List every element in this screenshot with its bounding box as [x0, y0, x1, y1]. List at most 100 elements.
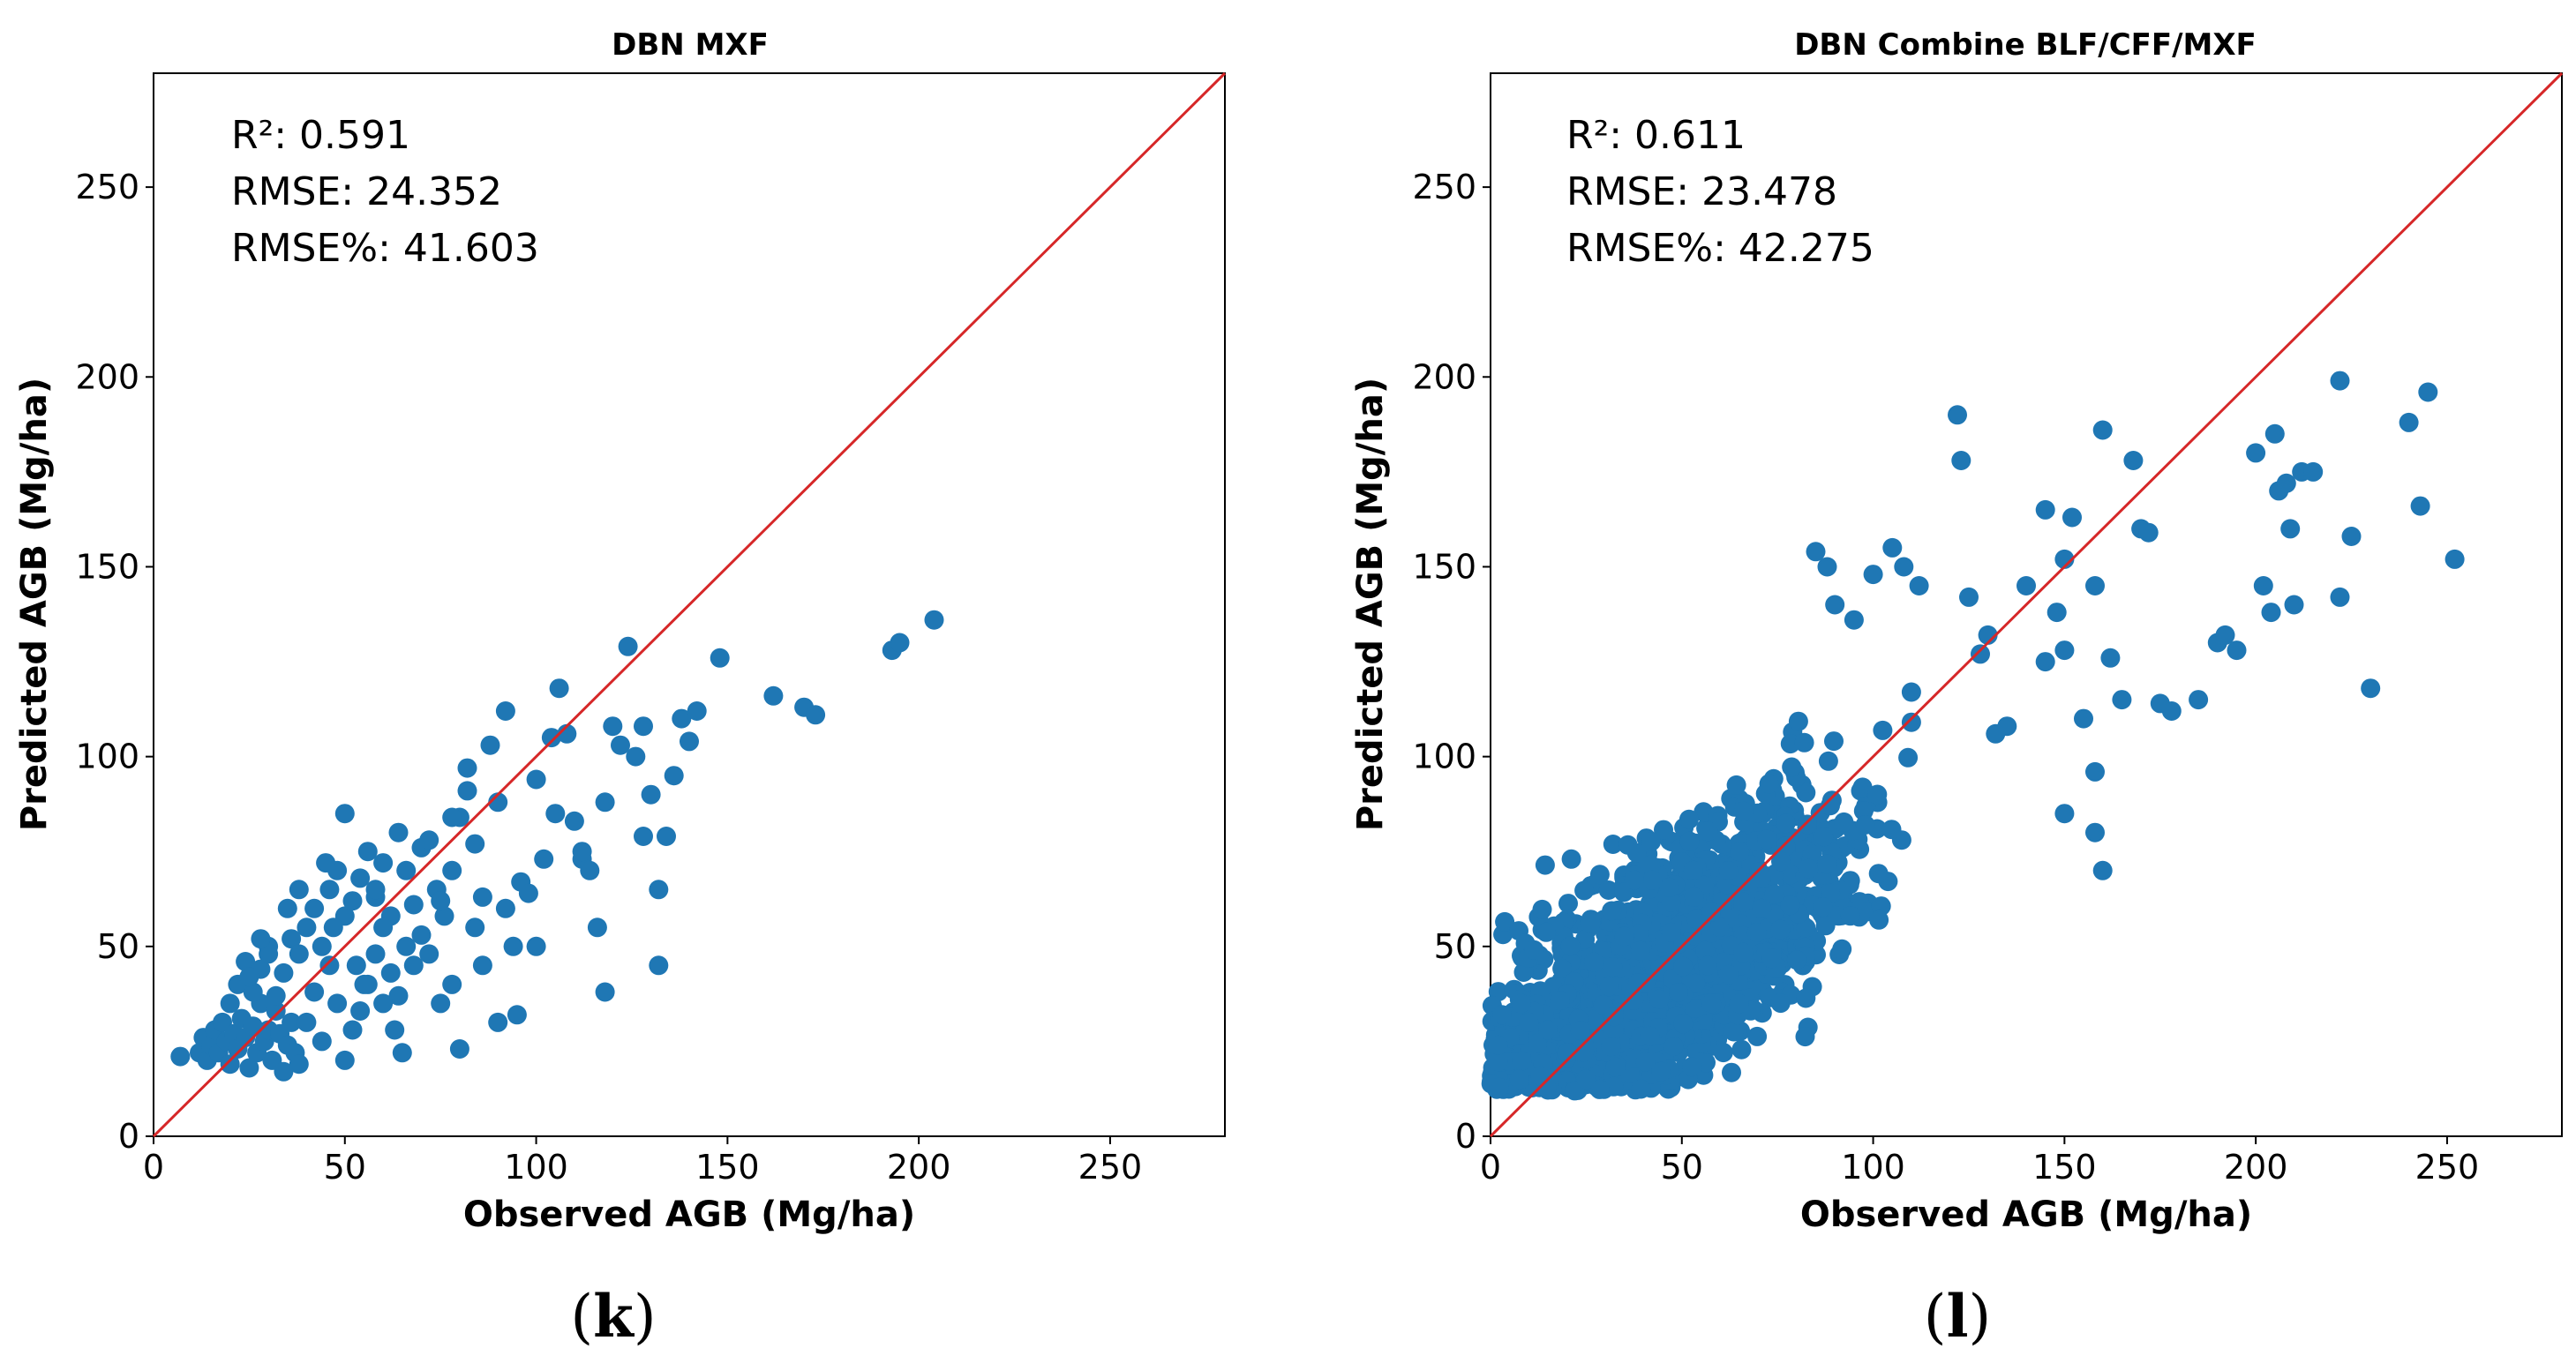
data-point: [1978, 625, 1998, 645]
data-point: [1824, 731, 1844, 752]
data-point: [649, 880, 669, 900]
data-point: [1583, 952, 1603, 972]
data-point: [388, 985, 409, 1006]
data-point: [1682, 1057, 1701, 1077]
data-point: [626, 746, 646, 767]
data-point: [1651, 1061, 1671, 1082]
data-point: [2035, 652, 2055, 672]
data-point: [1603, 1020, 1624, 1040]
data-point: [1832, 939, 1852, 959]
data-point: [1683, 860, 1703, 880]
data-point: [354, 974, 374, 994]
data-point: [1698, 955, 1717, 976]
data-point: [373, 917, 394, 938]
data-point: [664, 766, 684, 786]
data-point: [1488, 1052, 1508, 1072]
data-point: [1757, 829, 1776, 850]
panel-l-y-axis-label: Predicted AGB (Mg/ha): [1350, 378, 1391, 831]
data-point: [1601, 1037, 1621, 1057]
data-point: [1642, 870, 1663, 890]
data-point: [1641, 831, 1662, 851]
data-point: [2161, 701, 2182, 721]
data-point: [2330, 587, 2350, 607]
data-point: [1630, 940, 1650, 961]
data-point: [1730, 842, 1750, 862]
data-point: [472, 887, 492, 907]
data-point: [1698, 821, 1718, 842]
data-point: [2047, 603, 2067, 623]
data-point: [1624, 870, 1644, 890]
data-point: [2261, 603, 2281, 623]
data-point: [1512, 1051, 1532, 1071]
data-point: [1733, 942, 1754, 962]
data-point: [316, 853, 336, 873]
data-point: [1557, 1043, 1577, 1063]
data-point: [266, 985, 286, 1006]
data-point: [1761, 948, 1782, 969]
data-point: [1814, 827, 1834, 847]
data-point: [1909, 576, 1929, 595]
data-point: [1528, 1033, 1547, 1053]
data-point: [1986, 723, 2006, 744]
data-point: [239, 967, 259, 987]
data-point: [236, 952, 256, 971]
data-point: [373, 993, 394, 1014]
data-point: [1901, 682, 1921, 702]
data-point: [2054, 640, 2075, 661]
data-point: [1764, 884, 1784, 904]
data-point: [1495, 911, 1515, 932]
data-point: [924, 610, 944, 630]
data-point: [1951, 451, 1971, 470]
panel-l-x-ticks: 0 50 100 150 200 250: [1480, 1136, 2479, 1187]
data-point: [1669, 983, 1688, 1002]
data-point: [1604, 1007, 1624, 1027]
y-tick-label: 100: [1412, 738, 1476, 776]
data-point: [304, 982, 325, 1002]
data-point: [1576, 1069, 1596, 1090]
data-point: [2399, 412, 2419, 432]
data-point: [1602, 901, 1622, 921]
data-point: [1519, 1012, 1539, 1032]
x-tick-label: 250: [2415, 1148, 2480, 1187]
data-point: [419, 944, 439, 964]
y-tick-label: 200: [1412, 357, 1476, 396]
data-point: [1575, 929, 1596, 949]
data-point: [1747, 1026, 1768, 1046]
data-point: [1626, 843, 1647, 863]
data-point: [1492, 1005, 1512, 1025]
data-point: [312, 1031, 332, 1052]
data-point: [1855, 815, 1875, 835]
data-point: [1752, 898, 1772, 918]
data-point: [518, 883, 538, 903]
data-point: [1488, 1035, 1508, 1055]
data-point: [545, 804, 566, 824]
data-point: [365, 944, 386, 964]
data-point: [1536, 922, 1557, 942]
data-point: [388, 822, 409, 843]
data-point: [274, 962, 294, 983]
data-point: [1796, 783, 1816, 803]
data-point: [1718, 964, 1739, 985]
panel-l-rmse-pct: RMSE%: 42.275: [1566, 226, 1874, 271]
data-point: [1780, 734, 1800, 754]
panel-l-x-axis-label: Observed AGB (Mg/ha): [1800, 1194, 2252, 1235]
data-point: [1550, 991, 1570, 1011]
data-point: [526, 936, 546, 956]
data-point: [549, 678, 569, 699]
data-point: [1679, 831, 1700, 851]
data-point: [1770, 919, 1791, 940]
data-point: [1509, 1069, 1529, 1090]
data-point: [434, 906, 454, 926]
data-point: [580, 860, 600, 880]
data-point: [403, 895, 424, 915]
data-point: [1599, 977, 1619, 997]
data-point: [1894, 557, 1914, 577]
data-point: [327, 993, 348, 1014]
panel-l-y-ticks: 0 50 100 150 200 250: [1412, 168, 1491, 1156]
data-point: [1530, 1066, 1551, 1086]
data-point: [323, 917, 343, 938]
data-point: [1661, 922, 1681, 942]
data-point: [687, 701, 707, 721]
x-tick-label: 50: [324, 1148, 366, 1187]
